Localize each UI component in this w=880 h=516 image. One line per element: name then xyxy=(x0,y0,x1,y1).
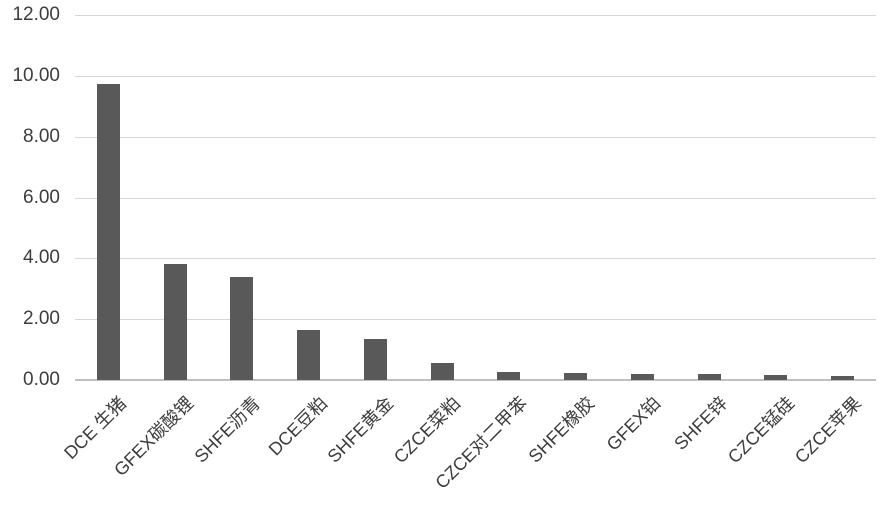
bar xyxy=(564,373,588,380)
bar xyxy=(363,338,387,380)
gridline xyxy=(75,319,876,321)
y-axis-tick-label: 6.00 xyxy=(23,186,60,208)
bar xyxy=(297,329,321,380)
x-axis-tick-label: SHFE橡胶 xyxy=(524,393,598,467)
bar xyxy=(96,83,120,380)
bar xyxy=(630,374,654,380)
x-axis-tick-label: DCE 生猪 xyxy=(60,393,131,464)
gridline xyxy=(75,75,876,77)
x-axis-tick-label: SHFE锌 xyxy=(670,393,732,454)
y-axis-tick-label: 0.00 xyxy=(23,369,60,390)
bar xyxy=(831,375,855,380)
x-axis-tick-label: SHFE沥青 xyxy=(190,393,265,467)
bar xyxy=(430,363,454,380)
gridline xyxy=(75,136,876,138)
bar xyxy=(230,276,254,380)
bar xyxy=(764,374,788,380)
gridline xyxy=(75,15,876,16)
x-axis-tick-label: SHFE黄金 xyxy=(323,393,398,467)
y-axis-tick-label: 2.00 xyxy=(23,308,60,330)
x-axis-line xyxy=(75,379,876,381)
bar xyxy=(163,263,187,380)
gridline xyxy=(75,197,876,199)
x-axis-tick-label: DCE豆粕 xyxy=(264,393,331,460)
x-axis-tick-label: CZCE苹果 xyxy=(790,393,865,468)
bar xyxy=(497,372,521,380)
gridline xyxy=(75,258,876,260)
bar xyxy=(697,374,721,380)
y-axis-tick-label: 4.00 xyxy=(23,247,60,269)
x-axis-tick-label: CZCE锰硅 xyxy=(723,393,799,468)
y-axis-tick-label: 12.00 xyxy=(12,4,60,25)
y-axis-tick-label: 8.00 xyxy=(23,125,60,147)
x-axis-tick-label: GFEX铂 xyxy=(602,393,665,455)
y-axis-tick-label: 10.00 xyxy=(12,64,60,86)
